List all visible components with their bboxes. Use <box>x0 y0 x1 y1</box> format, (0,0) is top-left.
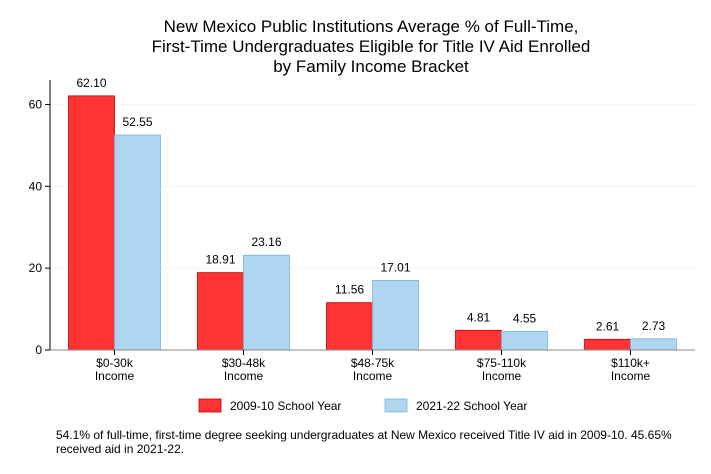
bar-2009-10-0 <box>68 95 115 351</box>
legend-label-1: 2021-22 School Year <box>416 399 527 413</box>
footnote: 54.1% of full-time, first-time degree se… <box>56 428 672 456</box>
bars: 62.10 52.55 18.91 23.16 11.56 17.01 4.81 4.55 2.… <box>68 76 677 351</box>
bar-2009-10-1 <box>197 272 244 351</box>
data-label: 23.16 <box>251 235 281 249</box>
data-label: 18.91 <box>205 253 235 267</box>
x-category-label: Income <box>611 369 651 383</box>
bar-2009-10-2 <box>326 302 373 351</box>
bar-2021-22-0 <box>114 134 161 351</box>
y-tick-label: 60 <box>29 97 43 111</box>
bar-2021-22-4 <box>630 338 677 351</box>
chart-title-line-2: First-Time Undergraduates Eligible for T… <box>152 37 591 56</box>
x-category-label: $48-75k <box>351 356 395 370</box>
data-label: 4.81 <box>467 310 491 324</box>
data-label: 17.01 <box>380 260 410 274</box>
y-tick-label: 0 <box>35 343 42 357</box>
bar-2021-22-3 <box>501 330 548 351</box>
x-category-label: $30-48k <box>222 356 266 370</box>
y-axis: 0 20 40 60 <box>29 80 51 357</box>
bar-2021-22-2 <box>372 279 419 351</box>
legend-label-0: 2009-10 School Year <box>230 399 341 413</box>
x-axis: $0-30kIncome$30-48kIncome$48-75kIncome$7… <box>50 349 695 383</box>
data-label: 2.73 <box>642 319 666 333</box>
x-category-label: $0-30k <box>96 356 134 370</box>
x-category-label: Income <box>224 369 264 383</box>
legend-swatch-0 <box>198 398 222 413</box>
legend-swatch-1 <box>384 398 408 413</box>
bar-2021-22-1 <box>243 254 290 351</box>
chart-title: New Mexico Public Institutions Average %… <box>152 17 591 76</box>
x-category-label: Income <box>482 369 522 383</box>
data-label: 4.55 <box>513 311 537 325</box>
data-label: 52.55 <box>122 115 152 129</box>
x-category-label: $75-110k <box>477 356 527 370</box>
data-label: 2.61 <box>596 319 620 333</box>
chart-title-line-3: by Family Income Bracket <box>273 57 469 76</box>
y-tick-label: 40 <box>29 179 43 193</box>
x-category-label: Income <box>353 369 393 383</box>
bar-2009-10-4 <box>584 338 631 351</box>
bar-2009-10-3 <box>455 329 502 351</box>
y-tick-label: 20 <box>29 261 43 275</box>
x-category-label: Income <box>95 369 135 383</box>
data-label: 11.56 <box>335 283 364 297</box>
x-category-label: $110k+ <box>611 356 650 370</box>
legend: 2009-10 School Year 2021-22 School Year <box>198 398 527 413</box>
chart-title-line-1: New Mexico Public Institutions Average %… <box>164 17 579 36</box>
bar-chart: New Mexico Public Institutions Average %… <box>29 17 695 413</box>
data-label: 62.10 <box>76 76 106 90</box>
